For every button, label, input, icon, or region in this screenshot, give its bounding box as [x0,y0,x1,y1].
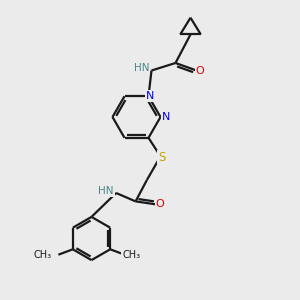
Text: N: N [146,91,154,101]
Text: CH₃: CH₃ [34,250,52,260]
Text: HN: HN [134,63,149,73]
Text: O: O [196,65,205,76]
Text: O: O [156,200,165,209]
Text: N: N [162,112,170,122]
Text: CH₃: CH₃ [122,250,140,260]
Text: HN: HN [98,187,114,196]
Text: S: S [158,152,166,164]
